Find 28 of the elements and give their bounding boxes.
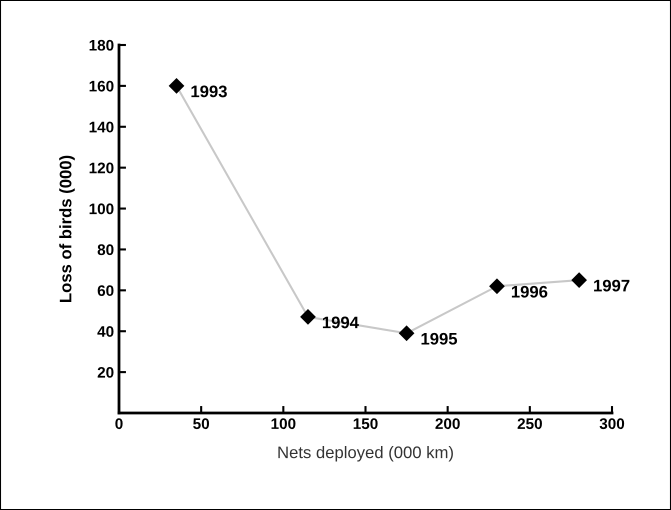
x-axis-title: Nets deployed (000 km): [278, 446, 453, 462]
y-tick-label: 60: [98, 285, 114, 296]
point: [399, 326, 414, 341]
x-tick-label: 50: [193, 418, 210, 430]
y-axis-title: Loss of birds (000): [59, 156, 75, 302]
x-tick-label: 200: [435, 418, 460, 430]
x-tick-label: 100: [272, 418, 296, 430]
y-tick-label: 140: [90, 122, 114, 132]
y-tick-label: 40: [97, 326, 114, 337]
annotation: 1996: [512, 286, 548, 298]
annotation: 1995: [422, 332, 458, 345]
y-tick-label: 100: [90, 203, 114, 214]
point: [168, 78, 184, 94]
point: [489, 278, 505, 294]
y-tick-label: 180: [90, 40, 114, 51]
annotation: 1993: [191, 86, 227, 98]
annotation: 1997: [594, 280, 630, 292]
point: [572, 272, 587, 288]
x-tick-label: 250: [518, 418, 542, 430]
annotation: 1994: [322, 316, 359, 328]
point: [300, 309, 316, 324]
x-tick-label: 150: [354, 418, 378, 430]
x-tick-label: 300: [600, 418, 624, 430]
y-tick-label: 120: [90, 162, 114, 174]
y-tick-label: 160: [90, 80, 114, 92]
y-tick-label: 20: [98, 366, 114, 378]
y-tick-label: 80: [98, 244, 114, 256]
x-tick-label: 0: [115, 418, 123, 430]
